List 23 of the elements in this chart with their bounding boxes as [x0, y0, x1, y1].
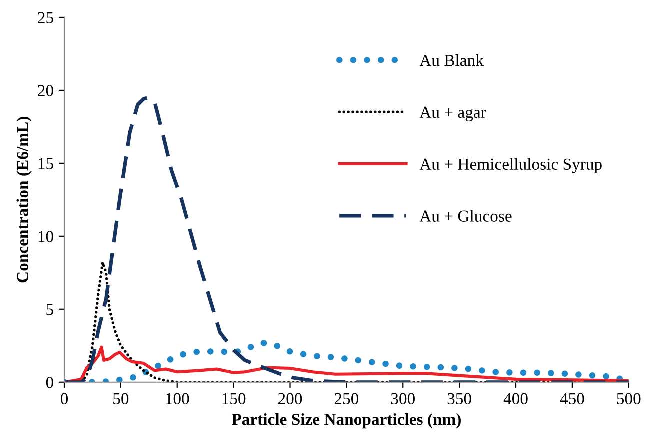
- y-tick-label: 20: [38, 85, 54, 96]
- y-tick-label: 5: [46, 304, 54, 316]
- x-tick-label: 250: [334, 393, 359, 405]
- y-tick-label: 0: [46, 377, 54, 388]
- x-tick-label: 400: [504, 393, 528, 405]
- y-tick-label: 10: [38, 231, 54, 242]
- legend-label: Au + Hemicellulosic Syrup: [420, 158, 602, 174]
- y-tick-label: 25: [38, 12, 54, 24]
- x-tick-label: 450: [560, 393, 584, 405]
- legend-label: Au Blank: [420, 54, 484, 66]
- x-tick-label: 350: [448, 393, 472, 405]
- y-tick-label: 15: [38, 158, 54, 170]
- y-axis-title: Concentration (E6/mL): [16, 117, 32, 283]
- x-tick-label: 0: [60, 393, 68, 405]
- x-tick-label: 150: [222, 393, 246, 405]
- x-tick-label: 500: [617, 393, 641, 405]
- legend-label: Au + agar: [420, 106, 486, 122]
- x-axis-title: Particle Size Nanoparticles (nm): [232, 413, 461, 429]
- x-tick-label: 100: [166, 393, 190, 405]
- x-tick-label: 200: [278, 393, 302, 405]
- legend-label: Au + Glucose: [420, 210, 512, 222]
- x-tick-label: 300: [391, 393, 415, 405]
- x-tick-label: 50: [114, 393, 129, 405]
